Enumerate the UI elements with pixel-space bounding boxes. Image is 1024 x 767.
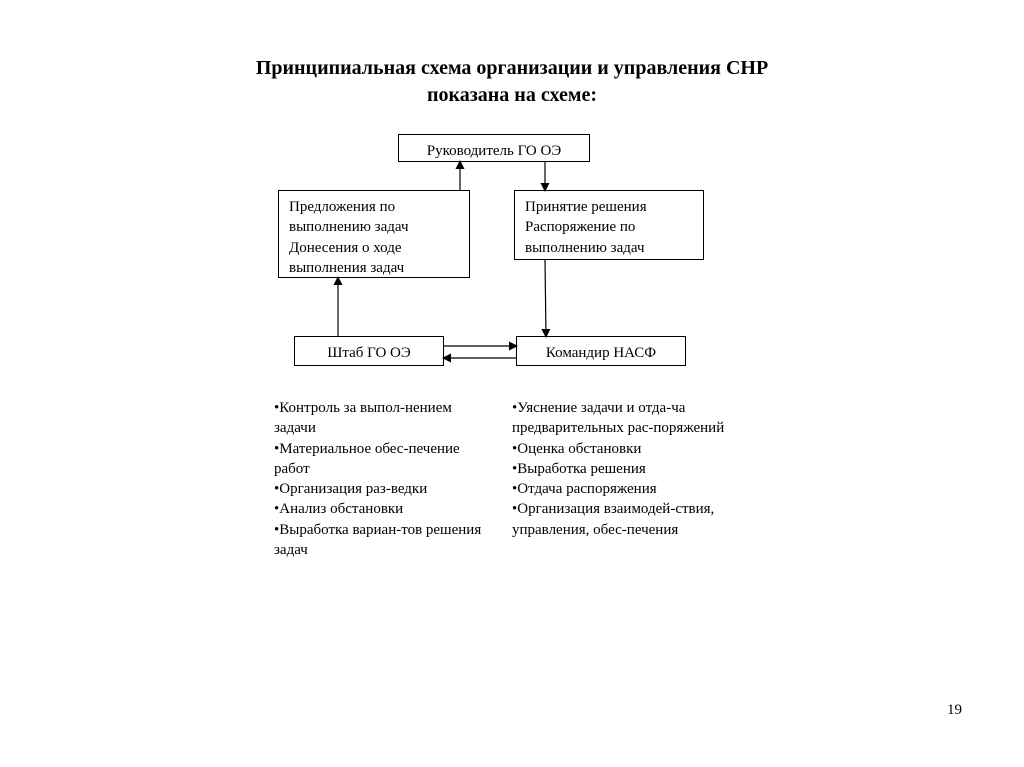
notes-left: •Контроль за выпол-нением задачи•Материа… bbox=[274, 398, 484, 560]
page: Принципиальная схема организации и управ… bbox=[0, 0, 1024, 767]
node-proposals: Предложения по выполнению задач Донесени… bbox=[278, 190, 470, 278]
notes-item: •Выработка вариан-тов решения задач bbox=[274, 520, 484, 561]
node-leader: Руководитель ГО ОЭ bbox=[398, 134, 590, 162]
title-line-2: показана на схеме: bbox=[427, 84, 597, 106]
notes-item: •Отдача распоряжения bbox=[512, 479, 742, 499]
notes-item-text: Материальное обес-печение работ bbox=[274, 441, 460, 477]
node-decision-label: Принятие решения Распоряжение по выполне… bbox=[525, 199, 647, 256]
diagram-arrows bbox=[0, 0, 1024, 767]
notes-item-text: Уяснение задачи и отда-ча предварительны… bbox=[512, 400, 724, 436]
notes-item: •Контроль за выпол-нением задачи bbox=[274, 398, 484, 439]
notes-item: •Уяснение задачи и отда-ча предварительн… bbox=[512, 398, 742, 439]
notes-right: •Уяснение задачи и отда-ча предварительн… bbox=[512, 398, 742, 540]
notes-item-text: Анализ обстановки bbox=[279, 501, 403, 517]
node-commander: Командир НАСФ bbox=[516, 336, 686, 366]
notes-item: •Организация взаимодей-ствия, управления… bbox=[512, 499, 742, 540]
notes-item-text: Отдача распоряжения bbox=[517, 481, 656, 497]
notes-item: •Организация раз-ведки bbox=[274, 479, 484, 499]
page-title: Принципиальная схема организации и управ… bbox=[0, 55, 1024, 109]
node-decision: Принятие решения Распоряжение по выполне… bbox=[514, 190, 704, 260]
notes-item: •Оценка обстановки bbox=[512, 439, 742, 459]
notes-item-text: Организация раз-ведки bbox=[279, 481, 427, 497]
notes-item-text: Выработка вариан-тов решения задач bbox=[274, 522, 481, 558]
notes-item: •Выработка решения bbox=[512, 459, 742, 479]
notes-item: •Анализ обстановки bbox=[274, 499, 484, 519]
node-leader-label: Руководитель ГО ОЭ bbox=[427, 143, 561, 159]
notes-item-text: Оценка обстановки bbox=[517, 441, 641, 457]
node-hq: Штаб ГО ОЭ bbox=[294, 336, 444, 366]
notes-item-text: Организация взаимодей-ствия, управления,… bbox=[512, 501, 714, 537]
node-proposals-label: Предложения по выполнению задач Донесени… bbox=[289, 199, 409, 276]
node-commander-label: Командир НАСФ bbox=[546, 345, 656, 361]
notes-item-text: Контроль за выпол-нением задачи bbox=[274, 400, 452, 436]
page-number: 19 bbox=[947, 702, 962, 719]
notes-item-text: Выработка решения bbox=[517, 461, 646, 477]
notes-item: •Материальное обес-печение работ bbox=[274, 439, 484, 480]
title-line-1: Принципиальная схема организации и управ… bbox=[256, 57, 768, 79]
edge-arrow bbox=[545, 260, 546, 336]
node-hq-label: Штаб ГО ОЭ bbox=[327, 345, 411, 361]
